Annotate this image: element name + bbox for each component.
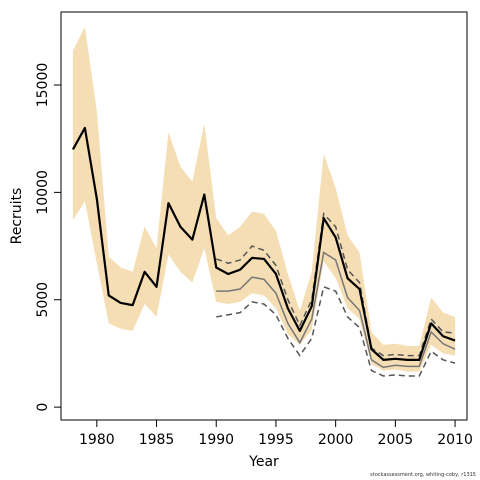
x-tick-label: 2000 <box>318 432 354 448</box>
x-tick-label: 2010 <box>437 432 473 448</box>
confidence-band <box>72 27 456 372</box>
x-axis-title: Year <box>248 454 279 470</box>
y-axis-title: Recruits <box>9 188 25 245</box>
recruits-estimate-line <box>71 126 456 361</box>
plot-frame <box>60 11 468 421</box>
y-tick-label: 5000 <box>35 282 51 318</box>
x-axis: 1980 1985 1990 1995 2000 2005 2010 <box>79 420 473 448</box>
confidence-band-layer <box>72 27 456 372</box>
y-tick-label: 15000 <box>35 63 51 108</box>
x-tick-label: 1980 <box>79 432 115 448</box>
series-line-solid <box>216 251 456 369</box>
x-tick-label: 2005 <box>378 432 414 448</box>
series-layer <box>215 212 456 377</box>
source-footer: stockassessment.org, whiting-coby, r1315 <box>370 472 476 478</box>
x-tick-label: 1985 <box>139 432 175 448</box>
y-tick-label: 0 <box>35 403 51 412</box>
x-tick-label: 1990 <box>198 432 234 448</box>
series-line-dashed-lower <box>216 285 456 377</box>
main-line-layer <box>71 126 456 361</box>
x-tick-label: 1995 <box>258 432 294 448</box>
y-axis: 0 5000 10000 15000 <box>35 63 61 412</box>
series-line-dashed-upper <box>215 212 456 357</box>
y-tick-label: 10000 <box>35 170 51 215</box>
